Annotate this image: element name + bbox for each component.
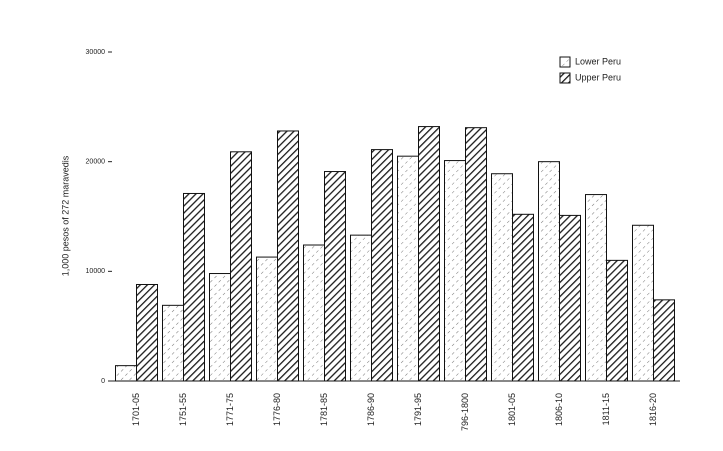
x-tick-label: 1771-75 (225, 393, 235, 426)
legend-label: Upper Peru (575, 72, 621, 82)
x-tick-label: 1816-20 (648, 393, 658, 426)
bar (465, 127, 487, 382)
y-tick-label: 10000 (86, 268, 106, 275)
bar (585, 194, 607, 382)
bar (136, 283, 158, 382)
y-tick-label: 0 (101, 378, 105, 385)
bar (632, 224, 654, 382)
bar (230, 151, 252, 382)
bar (115, 365, 137, 382)
bar (183, 192, 205, 382)
bar (653, 299, 675, 382)
legend-label: Lower Peru (575, 56, 621, 66)
bar (324, 171, 346, 382)
x-tick-label: 1801-05 (507, 393, 517, 426)
bar (256, 256, 278, 382)
bar (397, 155, 419, 382)
legend-swatch (559, 56, 571, 68)
bar (444, 160, 466, 382)
x-tick-label: 1751-55 (178, 393, 188, 426)
bar (277, 130, 299, 382)
x-tick-label: 1701-05 (131, 393, 141, 426)
bar (512, 213, 534, 382)
bar (559, 214, 581, 382)
x-tick-label: 1776-80 (272, 393, 282, 426)
bar (162, 304, 184, 382)
bar (606, 259, 628, 382)
bar (418, 126, 440, 382)
x-tick-label: 1811-15 (601, 393, 611, 425)
bar (491, 173, 513, 382)
bar (350, 234, 372, 382)
bar (538, 161, 560, 382)
x-tick-label: 796-1800 (460, 393, 470, 431)
y-tick-label: 30000 (86, 49, 106, 56)
bar (371, 149, 393, 382)
x-tick-label: 1786-90 (366, 393, 376, 426)
x-tick-label: 1791-95 (413, 393, 423, 426)
bar (303, 244, 325, 382)
x-tick-label: 1781-85 (319, 393, 329, 426)
bar (209, 273, 231, 382)
x-tick-label: 1806-10 (554, 393, 564, 426)
y-axis-label: 1,000 pesos of 272 maravedis (60, 155, 70, 276)
legend-swatch (559, 72, 571, 84)
y-tick-label: 20000 (86, 159, 106, 166)
